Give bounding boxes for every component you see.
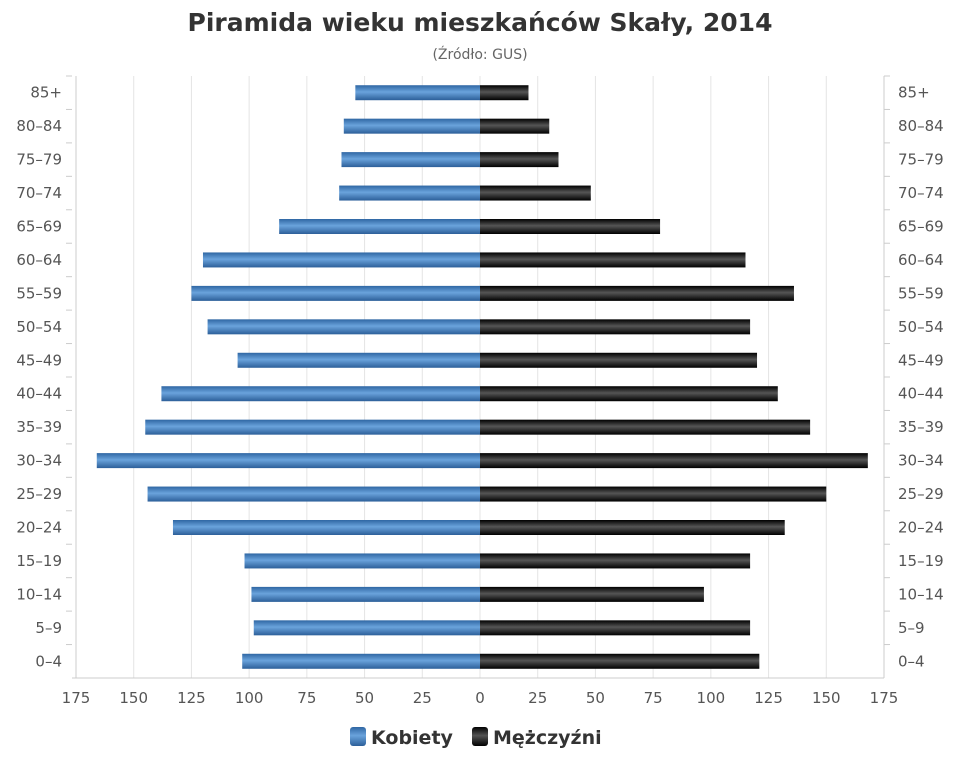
- y-tick-label-left: 5–9: [35, 619, 62, 637]
- bar-mezczyzni: [480, 319, 751, 335]
- bar-kobiety: [202, 252, 480, 268]
- x-tick-label: 175: [62, 689, 91, 707]
- bar-kobiety: [343, 118, 480, 134]
- y-tick-label-right: 80–84: [898, 117, 944, 135]
- bar-mezczyzni: [480, 520, 785, 535]
- y-tick-label-left: 40–44: [16, 385, 62, 403]
- bar-mezczyzni: [480, 219, 661, 234]
- y-tick-label-right: 65–69: [898, 218, 944, 236]
- bar-kobiety: [147, 486, 480, 502]
- bar-mezczyzni: [480, 620, 751, 636]
- y-tick-label-left: 70–74: [16, 184, 62, 202]
- y-tick-label-right: 85+: [898, 84, 930, 102]
- x-tick-label: 50: [586, 689, 605, 707]
- bar-kobiety: [251, 586, 480, 602]
- y-tick-label-left: 25–29: [16, 485, 62, 503]
- x-tick-label: 150: [812, 689, 841, 707]
- bar-kobiety: [253, 620, 480, 636]
- legend-swatch: [472, 727, 488, 746]
- y-tick-label-left: 55–59: [16, 284, 62, 302]
- bar-kobiety: [244, 553, 480, 569]
- bar-mezczyzni: [480, 85, 529, 101]
- bar-kobiety: [172, 520, 480, 535]
- y-tick-label-left: 10–14: [16, 585, 62, 603]
- y-tick-label-right: 55–59: [898, 284, 944, 302]
- bar-mezczyzni: [480, 118, 550, 134]
- x-tick-label: 25: [528, 689, 547, 707]
- bar-mezczyzni: [480, 453, 868, 469]
- bar-mezczyzni: [480, 352, 758, 368]
- y-tick-label-right: 40–44: [898, 385, 944, 403]
- bar-kobiety: [242, 653, 480, 669]
- x-tick-label: 50: [355, 689, 374, 707]
- bar-kobiety: [355, 85, 480, 101]
- bar-mezczyzni: [480, 285, 794, 301]
- x-tick-label: 125: [177, 689, 206, 707]
- x-tick-label: 100: [235, 689, 264, 707]
- x-tick-label: 125: [754, 689, 783, 707]
- y-tick-label-left: 80–84: [16, 117, 62, 135]
- bar-kobiety: [191, 285, 480, 301]
- y-tick-label-right: 20–24: [898, 519, 944, 537]
- y-tick-label-right: 35–39: [898, 418, 944, 436]
- x-tick-label: 175: [870, 689, 899, 707]
- y-tick-label-right: 30–34: [898, 452, 944, 470]
- y-tick-label-left: 60–64: [16, 251, 62, 269]
- bar-mezczyzni: [480, 553, 751, 569]
- chart-subtitle: (Źródło: GUS): [432, 45, 527, 63]
- bar-kobiety: [237, 352, 480, 368]
- y-tick-label-left: 50–54: [16, 318, 62, 336]
- x-tick-label: 25: [413, 689, 432, 707]
- bar-mezczyzni: [480, 419, 811, 435]
- y-tick-label-left: 20–24: [16, 519, 62, 537]
- y-tick-label-right: 25–29: [898, 485, 944, 503]
- y-tick-label-left: 30–34: [16, 452, 62, 470]
- bar-kobiety: [207, 319, 481, 335]
- chart-title: Piramida wieku mieszkańców Skały, 2014: [188, 8, 773, 37]
- y-tick-label-left: 85+: [30, 84, 62, 102]
- bar-kobiety: [161, 386, 480, 402]
- y-tick-label-right: 75–79: [898, 151, 944, 169]
- bar-kobiety: [96, 453, 480, 469]
- bar-mezczyzni: [480, 252, 746, 268]
- y-tick-label-right: 50–54: [898, 318, 944, 336]
- y-tick-label-right: 45–49: [898, 351, 944, 369]
- bar-kobiety: [145, 419, 480, 435]
- bar-kobiety: [339, 185, 480, 201]
- x-tick-label: 75: [297, 689, 316, 707]
- legend-label: Mężczyźni: [493, 727, 602, 749]
- y-tick-label-left: 0–4: [35, 652, 62, 670]
- x-tick-label: 100: [697, 689, 726, 707]
- y-tick-label-right: 0–4: [898, 652, 925, 670]
- y-tick-label-right: 10–14: [898, 585, 944, 603]
- bar-kobiety: [341, 152, 480, 168]
- bar-mezczyzni: [480, 386, 778, 402]
- bar-mezczyzni: [480, 586, 704, 602]
- y-tick-label-left: 75–79: [16, 151, 62, 169]
- x-tick-label: 0: [475, 689, 485, 707]
- x-tick-label: 150: [119, 689, 148, 707]
- y-tick-label-left: 65–69: [16, 218, 62, 236]
- y-tick-label-right: 5–9: [898, 619, 925, 637]
- bar-mezczyzni: [480, 185, 591, 201]
- y-tick-label-left: 45–49: [16, 351, 62, 369]
- legend-swatch: [350, 727, 366, 746]
- y-tick-label-right: 60–64: [898, 251, 944, 269]
- bar-kobiety: [279, 219, 480, 234]
- y-tick-label-right: 70–74: [898, 184, 944, 202]
- y-tick-label-right: 15–19: [898, 552, 944, 570]
- x-tick-label: 75: [644, 689, 663, 707]
- bar-mezczyzni: [480, 653, 760, 669]
- bar-mezczyzni: [480, 152, 559, 168]
- y-tick-label-left: 15–19: [16, 552, 62, 570]
- y-tick-label-left: 35–39: [16, 418, 62, 436]
- bar-mezczyzni: [480, 486, 827, 502]
- legend-label: Kobiety: [371, 727, 454, 749]
